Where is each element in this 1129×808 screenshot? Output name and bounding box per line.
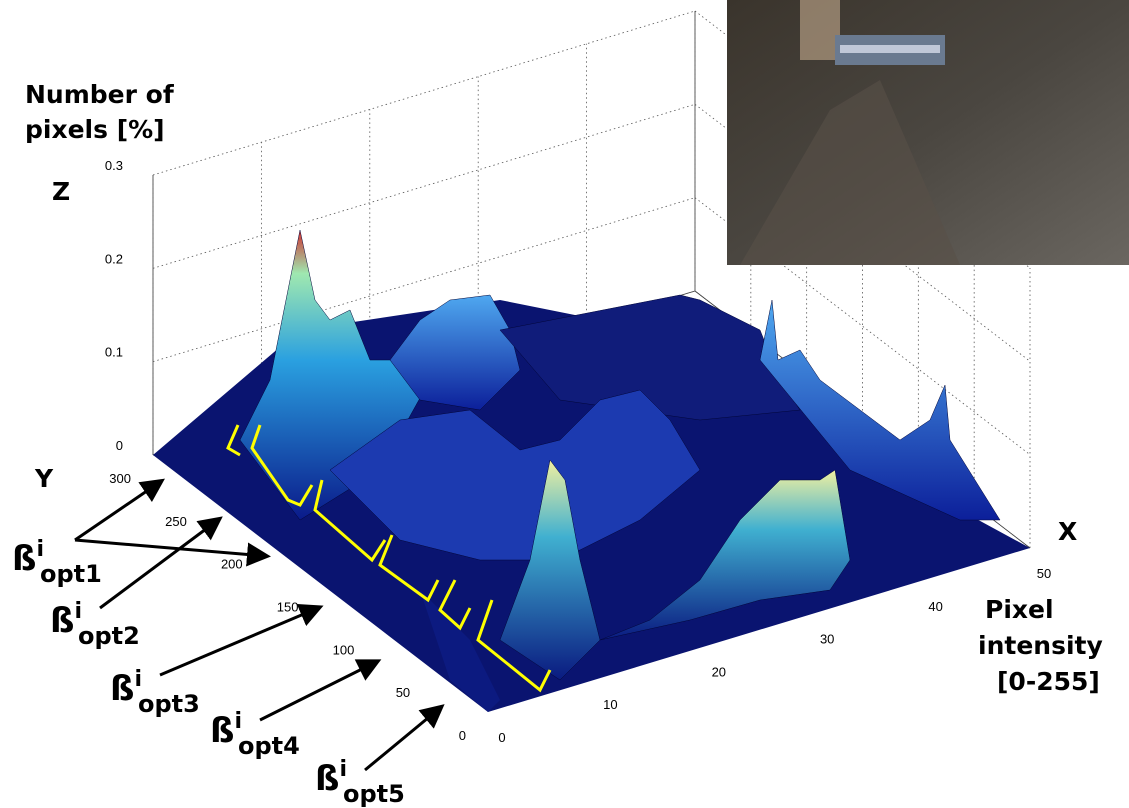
figure: 0 10 20 30 40 50 0 50 100 150 200 250 300 0 0.1 0.2 0.3 N… bbox=[0, 0, 1129, 808]
y-tick-label: 150 bbox=[277, 600, 299, 615]
beta-part: opt4 bbox=[238, 732, 300, 760]
z-tick-label: 0.3 bbox=[105, 158, 123, 173]
x-axis-letter: X bbox=[1058, 517, 1077, 546]
y-tick-label: 0 bbox=[459, 728, 466, 743]
beta-part: ß bbox=[12, 539, 36, 579]
z-axis-label: pixels [%] bbox=[25, 115, 165, 144]
beta-part: opt5 bbox=[343, 780, 405, 808]
beta-part: ß bbox=[50, 601, 74, 641]
y-tick-label: 100 bbox=[333, 642, 355, 657]
x-axis-label: Pixel bbox=[985, 595, 1054, 624]
grid-line bbox=[153, 11, 695, 175]
y-tick-label: 200 bbox=[221, 557, 243, 572]
beta-part: i bbox=[234, 709, 242, 734]
beta-part: opt2 bbox=[78, 622, 140, 650]
y-tick-label: 250 bbox=[165, 514, 187, 529]
z-tick-label: 0 bbox=[116, 438, 123, 453]
beta-part: opt1 bbox=[40, 560, 102, 588]
beta-part: i bbox=[36, 537, 44, 562]
grid-line bbox=[153, 104, 695, 268]
z-axis-label: Number of bbox=[25, 80, 175, 109]
x-tick-label: 10 bbox=[603, 697, 617, 712]
x-tick-label: 50 bbox=[1037, 566, 1051, 581]
x-tick-label: 40 bbox=[928, 599, 942, 614]
y-axis-letter: Y bbox=[34, 464, 54, 493]
beta-part: opt3 bbox=[138, 690, 200, 718]
photo-inset bbox=[727, 0, 1129, 265]
x-axis-label: [0-255] bbox=[997, 667, 1100, 696]
z-axis-letter: Z bbox=[52, 177, 70, 206]
x-axis-label: intensity bbox=[978, 631, 1103, 660]
surface bbox=[153, 230, 1030, 712]
beta-part: i bbox=[134, 667, 142, 692]
y-tick-label: 300 bbox=[109, 471, 131, 486]
x-tick-label: 30 bbox=[820, 632, 834, 647]
z-tick-label: 0.2 bbox=[105, 251, 123, 266]
x-tick-label: 0 bbox=[498, 730, 505, 745]
x-tick-label: 20 bbox=[712, 664, 726, 679]
y-tick-label: 50 bbox=[396, 685, 410, 700]
z-tick-label: 0.1 bbox=[105, 345, 123, 360]
beta-part: i bbox=[339, 757, 347, 782]
beta-part: ß bbox=[110, 669, 134, 709]
beta-part: i bbox=[74, 599, 82, 624]
beta-part: ß bbox=[210, 711, 234, 751]
beta-part: ß bbox=[315, 759, 339, 799]
